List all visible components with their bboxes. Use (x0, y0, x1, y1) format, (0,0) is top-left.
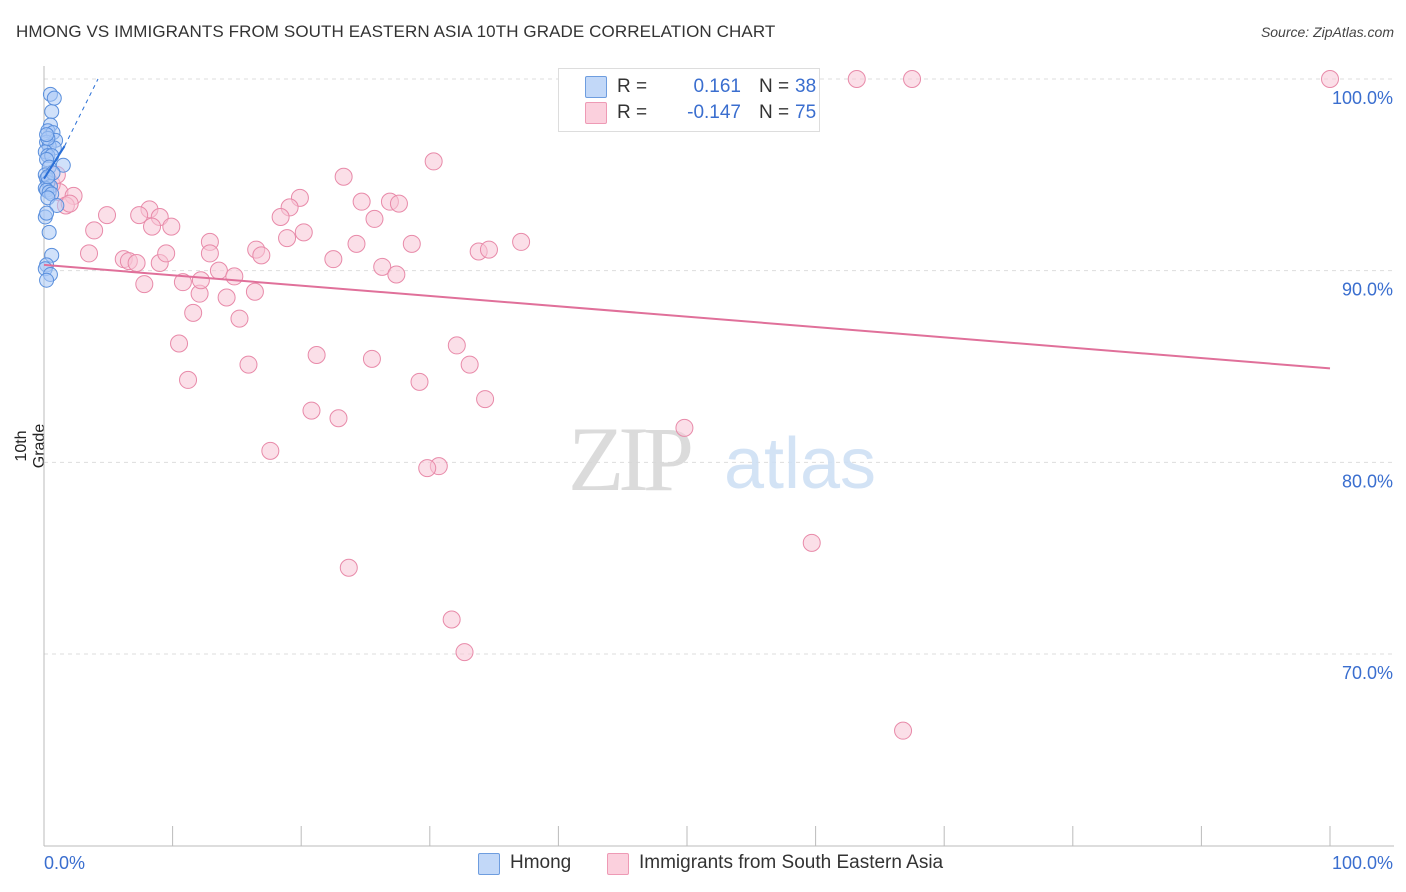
sea-point (402, 234, 421, 253)
r-label: R = (617, 76, 648, 97)
sea-point (239, 355, 258, 374)
sea-point (324, 250, 343, 269)
hmong-trend-line (43, 145, 66, 180)
sea-point (334, 167, 353, 186)
sea-n-value: 75 (795, 102, 817, 123)
axes (43, 66, 1394, 847)
watermark-zip: ZIP (568, 408, 691, 510)
sea-point (294, 223, 313, 242)
watermark: ZIP atlas (568, 408, 876, 510)
n-label: N = (759, 76, 790, 97)
y-tick-label: 90.0% (1342, 280, 1393, 300)
sea-point (135, 275, 154, 294)
sea-point (217, 288, 236, 307)
source-label: Source: ZipAtlas.com (1260, 24, 1394, 40)
sea-point (184, 303, 203, 322)
sea-point (162, 217, 181, 236)
sea-point (903, 70, 922, 88)
sea-point (245, 282, 264, 301)
sea-point (455, 643, 474, 662)
sea-point (278, 229, 297, 248)
y-tick-label: 80.0% (1342, 471, 1393, 491)
sea-point (802, 533, 821, 552)
sea-point (209, 261, 228, 280)
sea-point (252, 246, 271, 265)
sea-point (173, 273, 192, 292)
hmong-trend-extension (64, 78, 99, 147)
sea-point (512, 232, 531, 251)
r-label: R = (617, 102, 648, 123)
sea-point (479, 240, 498, 259)
hmong-point (49, 198, 65, 213)
sea-point (460, 355, 479, 374)
sea-point (329, 409, 348, 428)
watermark-atlas: atlas (724, 424, 876, 504)
sea-trend-line (43, 263, 1331, 370)
sea-point (98, 206, 117, 225)
sea-point (410, 372, 429, 391)
hmong-point (44, 104, 60, 120)
sea-point (675, 418, 694, 437)
legend-sea-label: Immigrants from South Eastern Asia (639, 852, 944, 873)
sea-point (418, 459, 437, 478)
sea-point (347, 234, 366, 253)
hmong-point (39, 205, 55, 221)
sea-point (130, 206, 149, 225)
sea-point (143, 217, 162, 236)
hmong-swatch (478, 853, 500, 875)
hmong-n-value: 38 (795, 76, 817, 97)
sea-point (307, 346, 326, 364)
sea-swatch (585, 102, 607, 124)
sea-point (170, 334, 189, 353)
sea-point (230, 309, 249, 328)
sea-point (362, 349, 381, 368)
sea-point (261, 441, 280, 460)
hmong-point (41, 224, 57, 240)
sea-point (339, 558, 358, 577)
sea-point (191, 271, 210, 290)
sea-point (442, 610, 461, 629)
sea-point (352, 192, 371, 211)
sea-point (365, 209, 384, 228)
y-tick-label: 100.0% (1332, 88, 1393, 108)
sea-point (179, 370, 198, 389)
sea-point (424, 152, 443, 171)
sea-point (847, 70, 866, 88)
hmong-point (40, 169, 56, 185)
sea-point (389, 194, 408, 213)
sea-point (894, 721, 913, 740)
sea-point (476, 390, 495, 409)
sea-swatch (607, 853, 629, 875)
stats-legend: R = 0.161 N = 38 R = -0.147 N = 75 (558, 68, 820, 132)
sea-point (80, 244, 99, 263)
hmong-point (46, 90, 62, 106)
sea-point (1321, 70, 1339, 88)
hmong-point (39, 127, 55, 143)
x-tick-label: 0.0% (44, 853, 85, 873)
sea-point (271, 208, 290, 226)
sea-points (42, 70, 1339, 740)
trend-lines (43, 78, 1331, 370)
hmong-swatch (585, 76, 607, 98)
sea-point (447, 336, 466, 355)
tick-labels: 70.0% 80.0% 90.0% 100.0% 0.0% 100.0% (44, 88, 1393, 873)
y-tick-label: 70.0% (1342, 663, 1393, 683)
sea-point (225, 267, 244, 286)
sea-point (373, 257, 392, 276)
sea-point (387, 265, 406, 284)
sea-r-value: -0.147 (687, 102, 741, 123)
sea-point (302, 401, 321, 420)
hmong-r-value: 0.161 (693, 76, 741, 97)
sea-point (127, 254, 146, 272)
x-tick-label: 100.0% (1332, 853, 1393, 873)
chart-title: HMONG VS IMMIGRANTS FROM SOUTH EASTERN A… (16, 22, 776, 41)
n-label: N = (759, 102, 790, 123)
sea-point (85, 221, 104, 240)
hmong-point (39, 272, 55, 288)
sea-point (200, 244, 219, 263)
sea-point (157, 244, 176, 263)
legend-hmong-label: Hmong (510, 852, 572, 873)
